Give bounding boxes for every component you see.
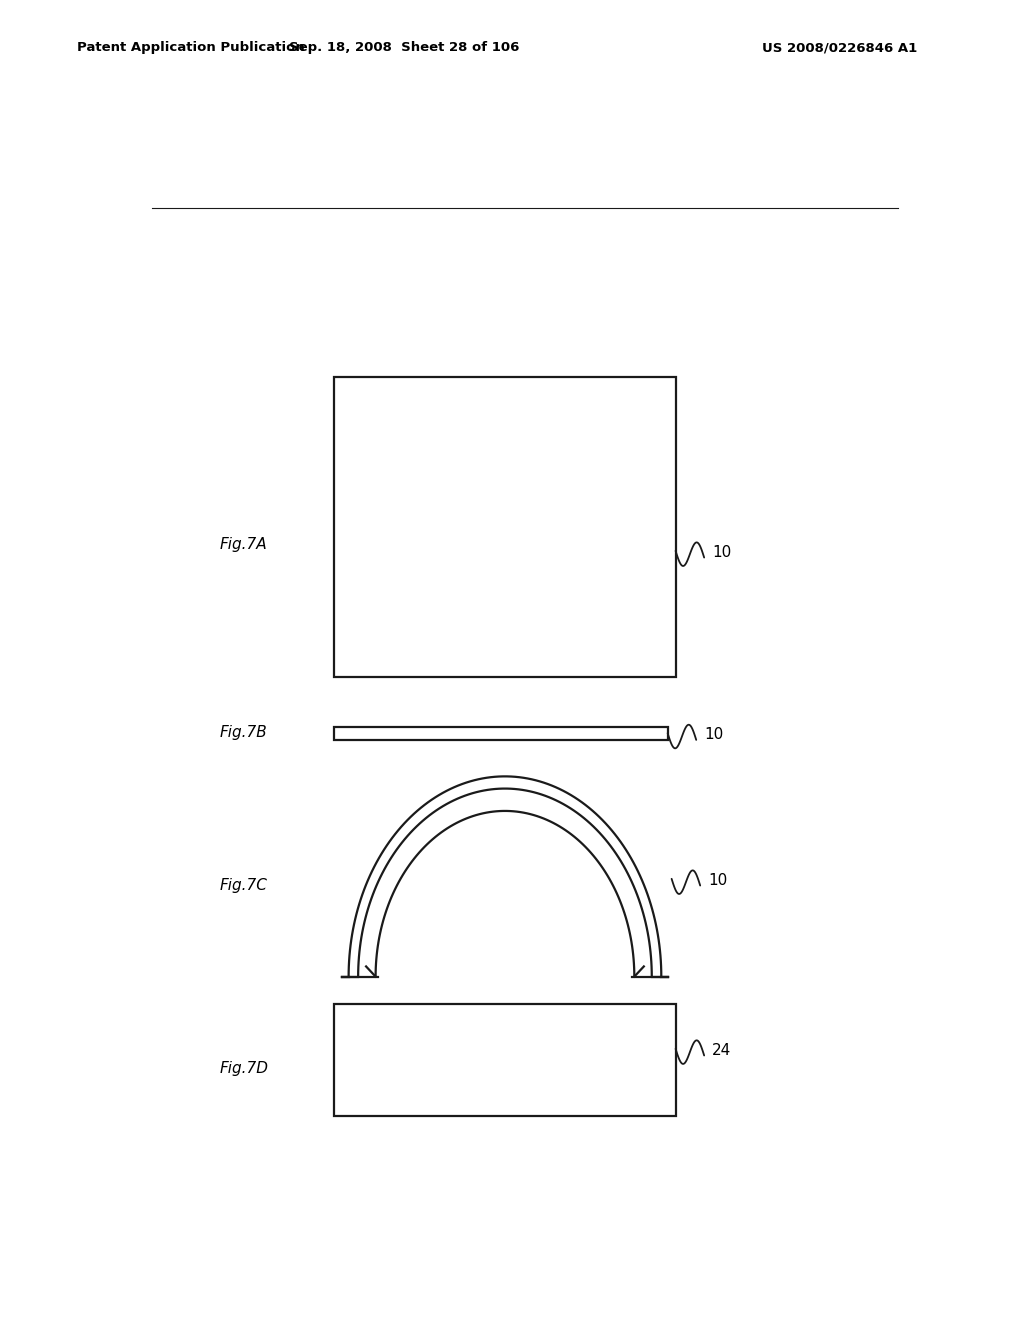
Text: 24: 24: [712, 1043, 731, 1057]
Text: Fig.7D: Fig.7D: [219, 1060, 268, 1076]
Text: US 2008/0226846 A1: US 2008/0226846 A1: [762, 41, 918, 54]
Bar: [334, 1005, 676, 1115]
Text: 10: 10: [705, 727, 723, 742]
Text: Fig.7B: Fig.7B: [219, 725, 267, 741]
Bar: [334, 378, 676, 677]
Bar: [334, 726, 668, 739]
Text: Fig.7A: Fig.7A: [219, 537, 267, 552]
Text: 10: 10: [709, 873, 727, 888]
Text: 10: 10: [712, 545, 731, 560]
Text: Sep. 18, 2008  Sheet 28 of 106: Sep. 18, 2008 Sheet 28 of 106: [290, 41, 519, 54]
Text: Fig.7C: Fig.7C: [219, 878, 267, 892]
Text: Patent Application Publication: Patent Application Publication: [77, 41, 304, 54]
